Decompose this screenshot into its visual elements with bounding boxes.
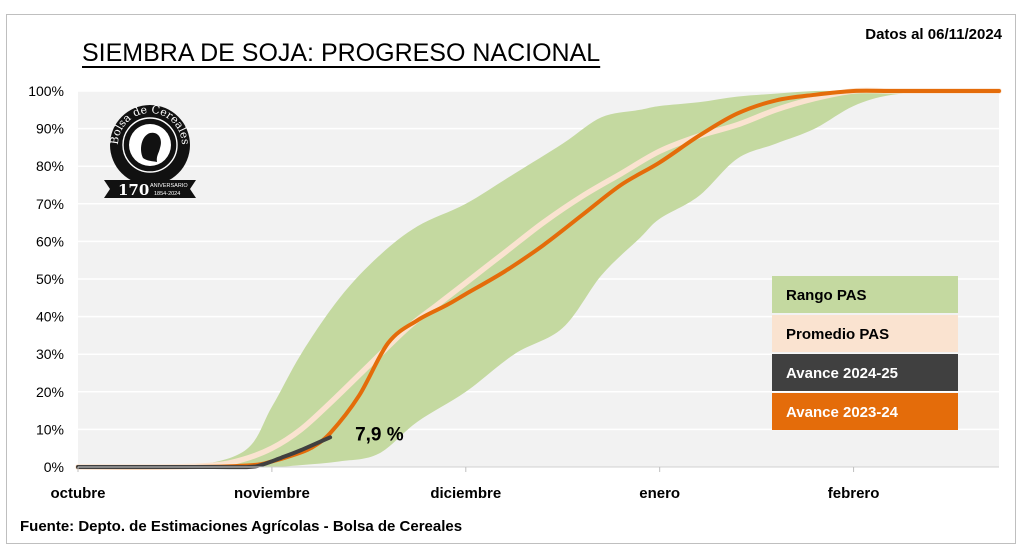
legend-swatch-avance-2024-25	[772, 354, 958, 391]
y-tick-label: 10%	[36, 421, 64, 437]
x-tick-label: noviembre	[234, 485, 310, 502]
legend-label-avance-2024-25: Avance 2024-25	[786, 365, 898, 382]
y-tick-label: 100%	[28, 83, 64, 99]
legend-label-rango-pas: Rango PAS	[786, 287, 867, 304]
legend-label-avance-2023-24: Avance 2023-24	[786, 404, 899, 421]
legend: Rango PAS Promedio PAS Avance 2024-25 Avanc…	[772, 276, 958, 430]
data-date-note: Datos al 06/11/2024	[865, 26, 1002, 43]
logo-seal-ring	[122, 117, 178, 173]
x-tick-label: enero	[639, 485, 680, 502]
series-layer	[75, 87, 1002, 470]
source-note: Fuente: Depto. de Estimaciones Agrícolas…	[20, 518, 463, 535]
y-tick-label: 90%	[36, 121, 64, 137]
y-tick-label: 0%	[44, 459, 64, 475]
y-tick-label: 60%	[36, 233, 64, 249]
legend-swatch-rango-pas	[772, 276, 958, 313]
x-tick-label: octubre	[50, 485, 105, 502]
logo-anniversary-word: ANIVERSARIO	[150, 183, 188, 189]
logo-portrait-icon	[141, 132, 161, 162]
annotation-label: 7,9 %	[355, 424, 404, 445]
y-tick-label: 80%	[36, 158, 64, 174]
x-tick-label: diciembre	[430, 485, 501, 502]
annotations: 7,9 %	[355, 424, 404, 445]
series-band-rango-pas	[78, 90, 999, 469]
logo-anniversary-number: 170	[118, 181, 149, 199]
y-tick-label: 50%	[36, 271, 64, 287]
legend-label-promedio-pas: Promedio PAS	[786, 326, 889, 343]
legend-swatch-promedio-pas	[772, 315, 958, 352]
x-tick-label: febrero	[828, 485, 880, 502]
legend-swatch-avance-2023-24	[772, 393, 958, 430]
logo-years: 1854-2024	[154, 191, 180, 197]
y-tick-label: 20%	[36, 384, 64, 400]
logo-ribbon	[104, 180, 196, 198]
y-tick-label: 30%	[36, 346, 64, 362]
series-line-promedio-pas	[75, 87, 1002, 470]
axes: 0% 10% 20% 30% 40% 50% 60% 70% 80% 90% 100% octubre…	[28, 83, 999, 502]
y-tick-label: 70%	[36, 196, 64, 212]
y-tick-label: 40%	[36, 309, 64, 325]
chart-frame	[6, 14, 1016, 544]
chart-title: SIEMBRA DE SOJA: PROGRESO NACIONAL	[82, 39, 601, 67]
